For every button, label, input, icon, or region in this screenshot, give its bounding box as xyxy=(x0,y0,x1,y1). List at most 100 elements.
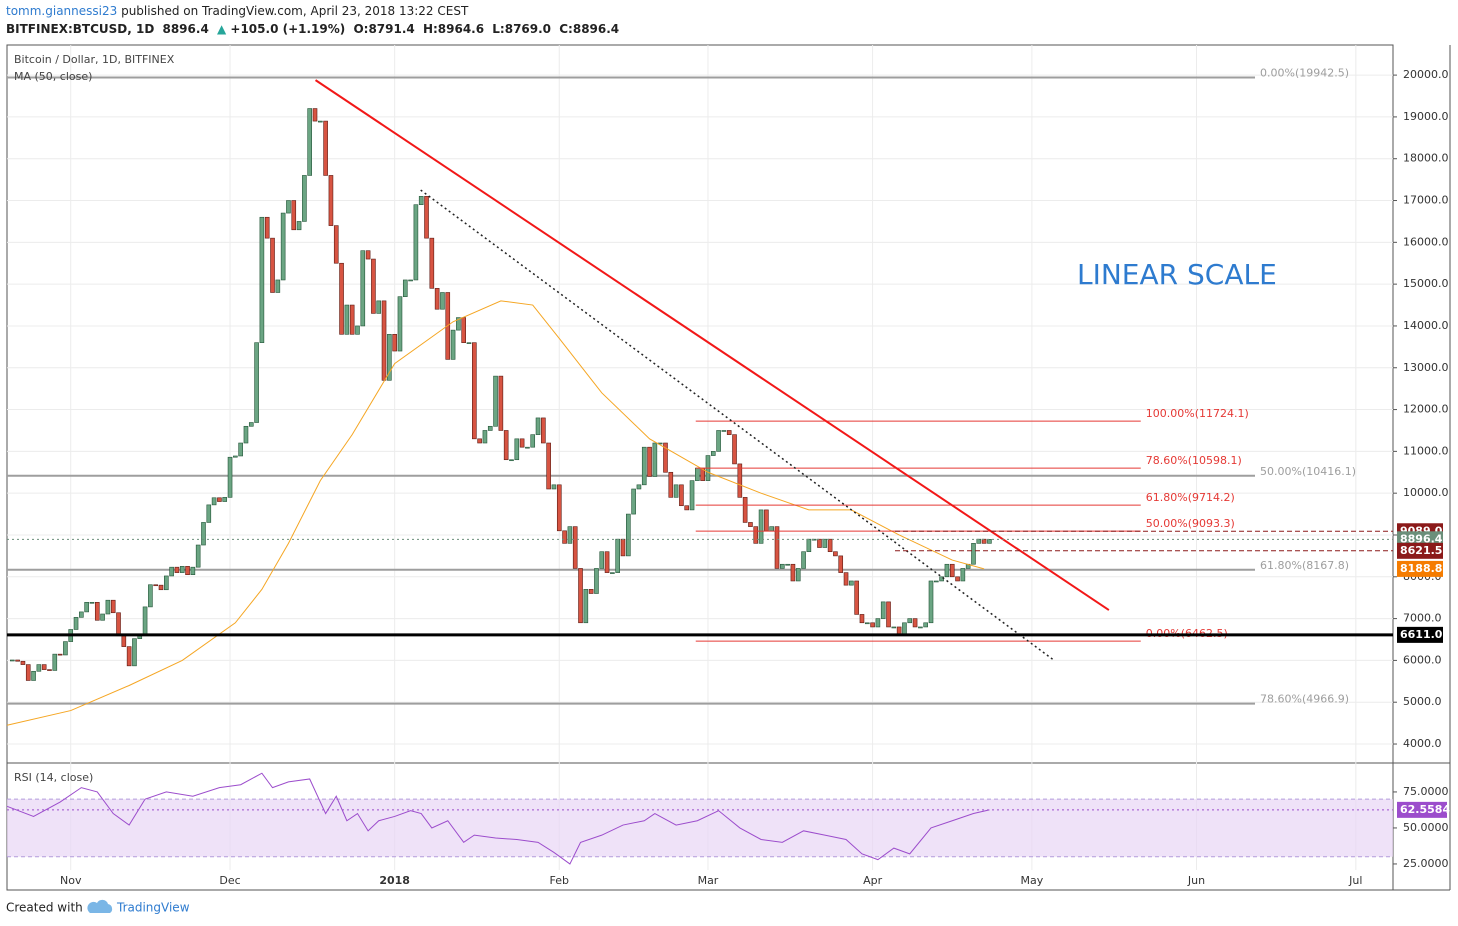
candle-body xyxy=(413,204,419,281)
candle-body xyxy=(944,563,950,578)
rsi-legend: RSI (14, close) xyxy=(14,771,93,784)
fib-label: 100.00%(11724.1) xyxy=(1146,407,1249,420)
candle-body xyxy=(201,522,206,546)
candle-body xyxy=(248,422,254,427)
low: L:8769.0 xyxy=(492,22,552,36)
candle-body xyxy=(588,589,594,594)
candle-body xyxy=(907,618,913,624)
candle-body xyxy=(827,538,833,553)
candle-body xyxy=(849,580,854,586)
candle-body xyxy=(89,601,95,604)
x-tick-label: May xyxy=(1021,874,1044,887)
candle-body xyxy=(525,446,530,449)
candle-body xyxy=(551,484,557,490)
candle-body xyxy=(880,601,886,619)
candle-body xyxy=(158,584,164,591)
y-tick-label: 50.0000 xyxy=(1403,821,1449,834)
candle-body xyxy=(280,212,286,281)
candle-body xyxy=(100,613,105,621)
rsi-line xyxy=(6,772,990,865)
candle-body xyxy=(355,325,360,335)
candle-body xyxy=(684,505,690,511)
candle-body xyxy=(652,442,658,477)
fib-label: 78.60%(10598.1) xyxy=(1146,454,1242,467)
candle-body xyxy=(286,200,291,214)
candle-body xyxy=(620,538,626,557)
fib-label: 78.60%(4966.9) xyxy=(1260,693,1349,706)
fib-label: 50.00%(10416.1) xyxy=(1260,465,1356,478)
candle-body xyxy=(402,279,408,297)
candle-body xyxy=(785,563,790,566)
candle-body xyxy=(371,258,376,314)
candle-body xyxy=(737,463,743,498)
candle-body xyxy=(859,614,865,624)
candle-body xyxy=(169,566,174,577)
candle-body xyxy=(94,601,100,621)
candle-body xyxy=(174,566,180,573)
rsi-band xyxy=(7,799,1393,857)
x-tick-label: Dec xyxy=(219,874,240,887)
y-tick-label: 17000.0 xyxy=(1403,194,1449,207)
price-badge-label: 8621.5 xyxy=(1400,544,1442,557)
candle-body xyxy=(233,455,238,458)
candle-body xyxy=(795,568,801,582)
candle-body xyxy=(333,225,339,264)
price-badge-label: 8188.8 xyxy=(1400,562,1442,575)
x-tick-label: Feb xyxy=(550,874,569,887)
y-tick-label: 15000.0 xyxy=(1403,277,1449,290)
y-tick-label: 19000.0 xyxy=(1403,110,1449,123)
candle-body xyxy=(477,438,482,444)
candle-body xyxy=(440,292,445,310)
candle-body xyxy=(891,626,897,629)
candle-body xyxy=(270,237,275,293)
candle-body xyxy=(79,611,84,618)
candle-body xyxy=(57,653,63,656)
author[interactable]: tomm.giannessi23 xyxy=(6,4,118,18)
candle-body xyxy=(769,526,774,532)
candle-body xyxy=(806,538,812,553)
symbol-line: BITFINEX:BTCUSD, 1D 8896.4 ▲ +105.0 (+1.… xyxy=(6,22,623,36)
price-badge xyxy=(1397,801,1447,818)
change-arrow: ▲ xyxy=(216,22,227,36)
open: O:8791.4 xyxy=(353,22,415,36)
candle-body xyxy=(381,300,387,381)
candle-body xyxy=(679,484,684,507)
candle-body xyxy=(689,480,695,511)
y-tick-label: 10000.0 xyxy=(1403,486,1449,499)
trendline xyxy=(314,79,1110,611)
footer-brand[interactable]: TradingView xyxy=(116,901,190,915)
high: H:8964.6 xyxy=(422,22,485,36)
candle-body xyxy=(264,216,270,239)
candle-body xyxy=(254,342,259,423)
candle-body xyxy=(41,664,47,670)
candle-body xyxy=(764,509,769,532)
candle-body xyxy=(302,175,307,222)
candle-body xyxy=(928,580,934,624)
candle-body xyxy=(142,606,148,636)
candle-body xyxy=(227,456,233,498)
candle-body xyxy=(323,120,328,176)
candle-body xyxy=(780,563,785,569)
y-tick-label: 12000.0 xyxy=(1403,403,1449,416)
candle-body xyxy=(668,471,674,498)
x-tick-label: Nov xyxy=(60,874,82,887)
y-tick-label: 13000.0 xyxy=(1403,361,1449,374)
candle-body xyxy=(774,526,780,569)
candle-body xyxy=(307,108,312,176)
logo xyxy=(87,899,113,913)
candle-body xyxy=(864,622,870,625)
candle-body xyxy=(572,526,578,569)
candle-body xyxy=(886,601,891,628)
candle-body xyxy=(955,576,960,582)
x-tick-label: Apr xyxy=(863,874,883,887)
candle-body xyxy=(519,438,525,448)
candle-body xyxy=(758,509,764,544)
candle-body xyxy=(222,497,228,502)
candle-body xyxy=(73,617,79,630)
candle-body xyxy=(822,538,828,548)
footer-text: Created with xyxy=(6,901,83,915)
candle-body xyxy=(31,670,36,681)
candle-body xyxy=(981,538,987,544)
candle-body xyxy=(610,572,615,574)
candle-body xyxy=(275,279,281,293)
